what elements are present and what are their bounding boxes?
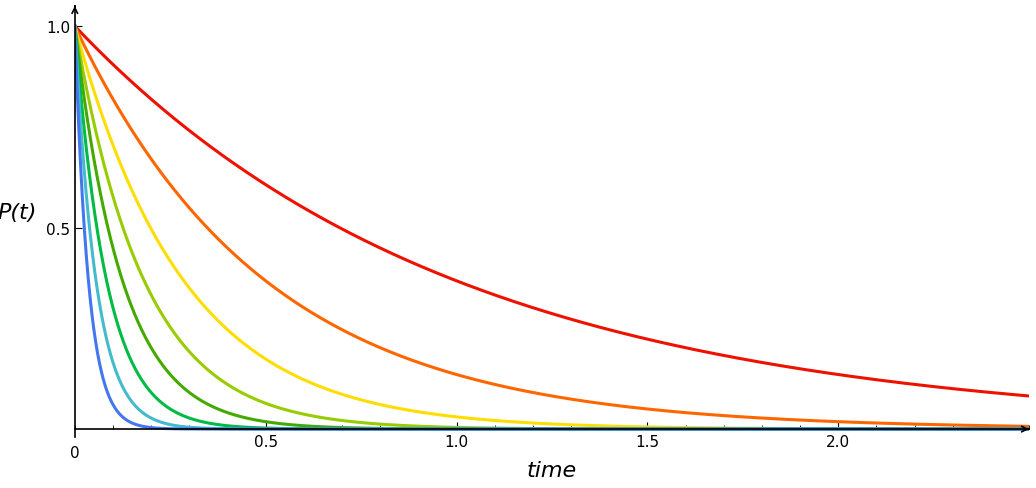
Text: 0: 0 xyxy=(70,445,80,460)
X-axis label: time: time xyxy=(526,460,577,480)
Y-axis label: P(t): P(t) xyxy=(0,202,37,222)
